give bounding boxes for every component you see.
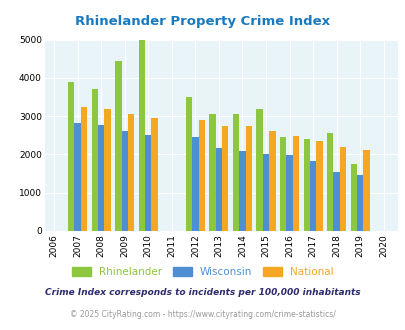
Bar <box>269 131 275 231</box>
Bar <box>356 175 362 231</box>
Bar <box>68 82 74 231</box>
Bar <box>81 107 87 231</box>
Bar <box>256 109 262 231</box>
Bar <box>262 154 269 231</box>
Bar <box>139 40 145 231</box>
Bar <box>350 164 356 231</box>
Bar <box>128 114 134 231</box>
Bar <box>104 109 111 231</box>
Bar <box>145 135 151 231</box>
Bar <box>333 172 339 231</box>
Bar <box>315 141 322 231</box>
Bar <box>151 118 158 231</box>
Bar <box>98 125 104 231</box>
Bar <box>286 155 292 231</box>
Bar <box>239 150 245 231</box>
Bar <box>192 137 198 231</box>
Text: Rhinelander Property Crime Index: Rhinelander Property Crime Index <box>75 15 330 28</box>
Bar <box>232 114 239 231</box>
Bar <box>303 139 309 231</box>
Legend: Rhinelander, Wisconsin, National: Rhinelander, Wisconsin, National <box>69 264 336 280</box>
Text: Crime Index corresponds to incidents per 100,000 inhabitants: Crime Index corresponds to incidents per… <box>45 287 360 297</box>
Bar <box>121 131 128 231</box>
Bar <box>115 61 121 231</box>
Bar <box>339 147 345 231</box>
Bar <box>362 150 369 231</box>
Bar <box>309 161 315 231</box>
Bar <box>326 133 333 231</box>
Bar <box>74 123 81 231</box>
Bar <box>185 97 192 231</box>
Bar <box>215 148 222 231</box>
Bar <box>92 89 98 231</box>
Bar <box>209 114 215 231</box>
Bar <box>279 137 286 231</box>
Bar <box>198 120 205 231</box>
Bar <box>292 136 298 231</box>
Bar <box>222 126 228 231</box>
Text: © 2025 CityRating.com - https://www.cityrating.com/crime-statistics/: © 2025 CityRating.com - https://www.city… <box>70 310 335 319</box>
Bar <box>245 126 252 231</box>
